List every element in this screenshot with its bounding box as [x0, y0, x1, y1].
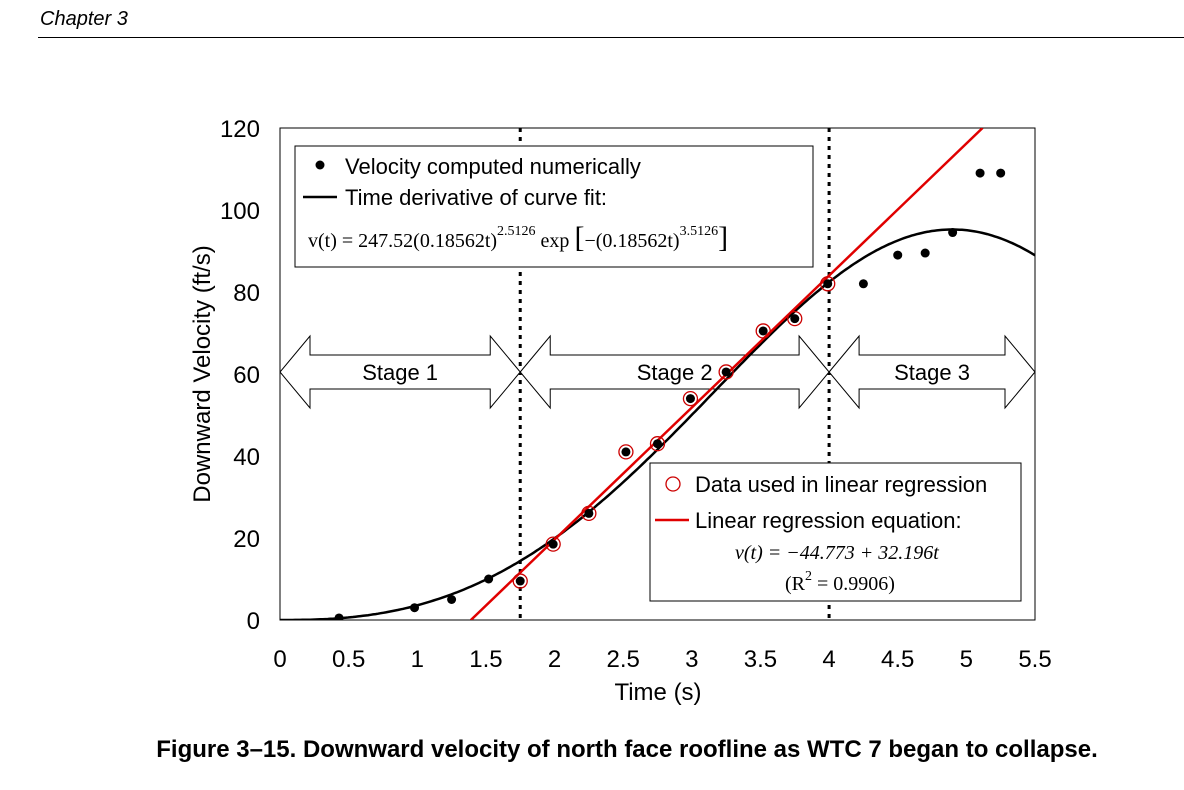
velocity-data-point: [721, 367, 731, 377]
velocity-data-point: [685, 394, 695, 404]
regression-data-marker: [820, 276, 836, 292]
x-tick-label: 5: [960, 646, 973, 673]
regression-data-marker: [512, 573, 528, 589]
stage-label: Stage 2: [637, 360, 713, 385]
r2-lhs: (R: [785, 573, 806, 595]
legend-regression-data-label: Data used in linear regression: [695, 472, 987, 497]
x-tick-label: 2.5: [606, 646, 639, 673]
regression-data-marker: [787, 310, 803, 327]
legend-velocity-marker: [315, 160, 325, 170]
velocity-data-point: [823, 279, 833, 289]
formula-part: 2.5126: [497, 224, 536, 239]
velocity-data-point: [584, 508, 594, 518]
y-tick-label: 20: [233, 526, 260, 553]
x-axis-label: Time (s): [614, 679, 701, 706]
x-tick-label: 3.5: [744, 646, 777, 673]
y-tick-label: 60: [233, 362, 260, 389]
velocity-data-point: [996, 168, 1006, 178]
velocity-data-point: [653, 439, 662, 449]
curve-fit-line: [280, 228, 1035, 620]
velocity-data-point: [621, 447, 631, 457]
velocity-data-point: [948, 228, 958, 238]
x-tick-label: 1.5: [469, 646, 502, 673]
velocity-data-point: [975, 168, 985, 178]
y-tick-label: 80: [233, 280, 260, 307]
legend-regression-line-label: Linear regression equation:: [695, 508, 962, 533]
x-tick-label: 1: [411, 646, 424, 673]
regression-data-marker: [618, 444, 634, 460]
legend-regression-marker: [665, 476, 681, 492]
figure-caption: Figure 3–15. Downward velocity of north …: [156, 736, 1098, 763]
y-tick-label: 0: [247, 608, 260, 635]
r2-exponent: 2: [805, 569, 812, 584]
y-tick-label: 100: [220, 198, 260, 225]
formula-part: exp: [536, 230, 575, 252]
y-tick-label: 120: [220, 116, 260, 143]
velocity-data-point: [334, 613, 344, 620]
velocity-data-point: [893, 250, 903, 260]
velocity-data-point: [447, 595, 457, 604]
stage-arrow: [828, 334, 1035, 410]
y-axis-label: Downward Velocity (ft/s): [189, 245, 216, 502]
x-tick-label: 3: [685, 646, 698, 673]
r2-rhs: = 0.9906): [812, 573, 895, 595]
x-tick-label: 0.5: [332, 646, 365, 673]
legend-top-box: [294, 145, 814, 268]
y-tick-label: 40: [233, 444, 260, 471]
velocity-data-point: [484, 574, 494, 584]
formula-part: (0.18562t): [413, 230, 497, 252]
regression-data-marker: [649, 436, 666, 452]
regression-equation: v(t) = −44.773 + 32.196t: [735, 542, 939, 564]
legend-curve-fit-label: Time derivative of curve fit:: [345, 185, 607, 210]
regression-data-marker: [545, 536, 561, 552]
x-tick-label: 0: [273, 646, 286, 673]
curve-fit-formula: v(t) = 247.52(0.18562t)2.5126 exp [−(0.1…: [308, 221, 728, 254]
stage-label: Stage 3: [894, 360, 970, 385]
plot-area-frame: [279, 127, 1036, 621]
formula-part: 3.5126: [680, 224, 719, 239]
x-tick-label: 4: [822, 646, 835, 673]
velocity-data-point: [515, 576, 525, 586]
x-tick-label: 4.5: [881, 646, 914, 673]
header-rule: [38, 37, 1184, 38]
formula-part: ]: [718, 221, 728, 254]
velocity-data-point: [410, 603, 420, 613]
regression-r-squared: (R2 = 0.9906): [785, 569, 895, 595]
regression-data-marker: [682, 390, 699, 407]
formula-part: [: [574, 221, 584, 254]
plot-content: Stage 1 Stage 2 Stage 3: [280, 128, 1035, 620]
velocity-data-point: [858, 279, 868, 289]
formula-part: v(t) = 247.52: [308, 230, 413, 252]
x-tick-label: 2: [548, 646, 561, 673]
velocity-data-point: [758, 326, 768, 336]
velocity-data-point: [920, 248, 930, 258]
x-tick-label: 5.5: [1018, 646, 1051, 673]
velocity-chart: 0 0.5 1 1.5 2 2.5 3 3.5 4 4.5 5 5.5 0 20 40 60 80 100 120 T…: [189, 116, 1052, 706]
formula-part: −(0.18562t): [584, 230, 679, 252]
regression-data-marker: [755, 323, 771, 339]
regression-data-marker: [581, 505, 597, 522]
velocity-data-point: [790, 314, 800, 324]
regression-data-marker: [718, 364, 734, 380]
chapter-header: Chapter 3: [40, 8, 128, 30]
legend-velocity-label: Velocity computed numerically: [345, 154, 641, 179]
stage-label: Stage 1: [362, 360, 438, 385]
legend-bottom-box: [649, 462, 1022, 602]
velocity-data-point: [548, 539, 558, 549]
